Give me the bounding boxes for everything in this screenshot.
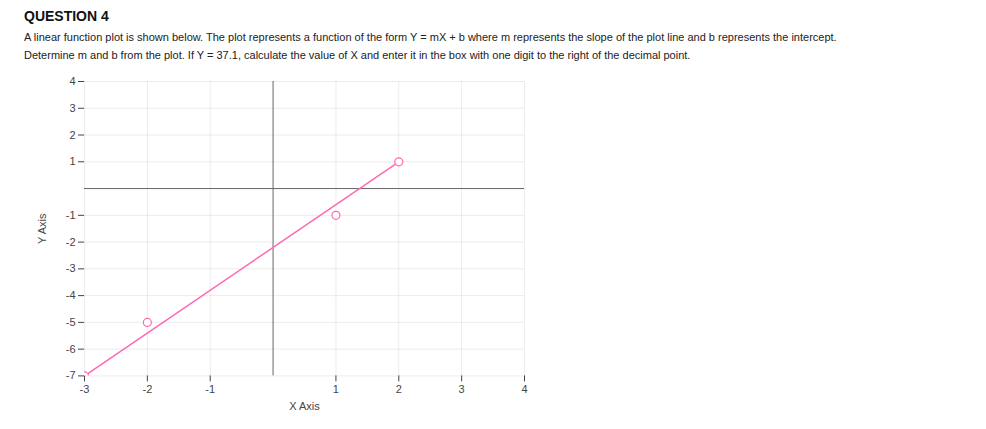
svg-text:-5: -5 <box>66 315 76 327</box>
html-text:QUESTION 4: QUESTION 4 <box>24 8 109 24</box>
svg-text:-6: -6 <box>66 342 76 354</box>
svg-text:3: 3 <box>459 382 465 394</box>
html-text:Determine m and b from the plo: Determine m and b from the plot. If Y = … <box>24 49 691 62</box>
svg-text:-7: -7 <box>66 369 76 381</box>
svg-text:-2: -2 <box>66 235 76 247</box>
svg-text:1: 1 <box>333 382 339 394</box>
svg-text:-3: -3 <box>80 382 90 394</box>
html-text:A linear function plot is show: A linear function plot is shown below. T… <box>24 31 837 43</box>
svg-text:Y Axis: Y Axis <box>36 213 48 244</box>
svg-text:-1: -1 <box>205 382 215 394</box>
svg-text:4: 4 <box>521 382 527 394</box>
svg-text:-1: -1 <box>66 208 76 220</box>
svg-text:4: 4 <box>69 75 75 87</box>
svg-text:1: 1 <box>69 155 75 167</box>
svg-text:2: 2 <box>69 128 75 140</box>
svg-text:2: 2 <box>396 382 402 394</box>
svg-text:X Axis: X Axis <box>289 400 320 412</box>
svg-text:3: 3 <box>69 101 75 113</box>
svg-text:-3: -3 <box>66 262 76 274</box>
svg-text:-4: -4 <box>66 289 76 301</box>
svg-text:-2: -2 <box>142 382 152 394</box>
